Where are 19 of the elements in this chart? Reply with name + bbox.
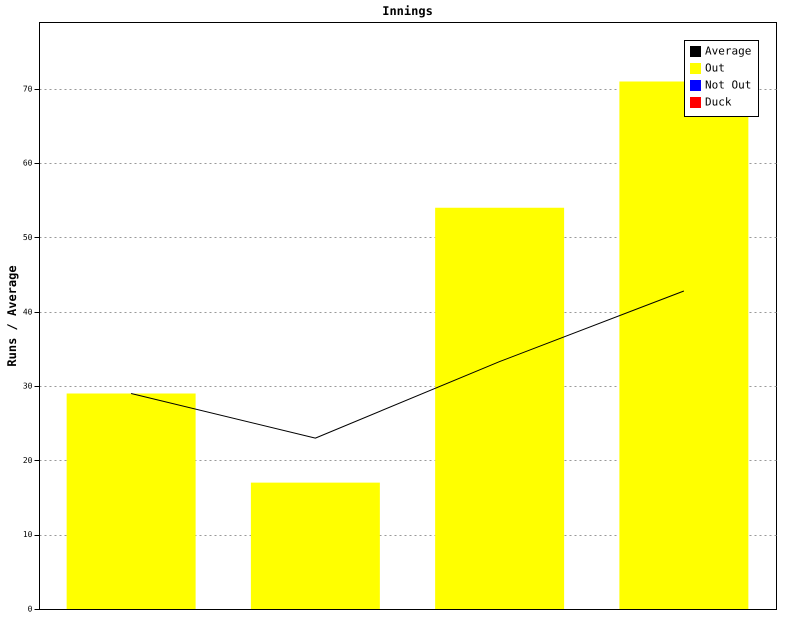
legend-label: Not Out xyxy=(705,78,752,92)
y-tick-label: 40 xyxy=(22,307,33,316)
legend-label: Duck xyxy=(705,96,732,108)
y-tick-label: 60 xyxy=(22,158,33,168)
y-tick-label: 30 xyxy=(22,382,33,391)
bar xyxy=(250,482,380,609)
bar xyxy=(619,81,748,609)
y-tick-label: 10 xyxy=(22,530,33,540)
y-tick-label: 70 xyxy=(22,84,33,94)
chart-title: Innings xyxy=(382,4,433,18)
bar xyxy=(435,208,564,609)
legend-label: Out xyxy=(705,62,725,74)
y-axis-title: Runs / Average xyxy=(4,265,19,367)
y-tick-label: 0 xyxy=(28,604,33,614)
line-series xyxy=(130,290,684,439)
y-tick-label: 50 xyxy=(22,232,33,242)
y-tick-label: 20 xyxy=(22,456,33,465)
legend-label: Average xyxy=(705,44,752,58)
bar xyxy=(66,394,196,609)
